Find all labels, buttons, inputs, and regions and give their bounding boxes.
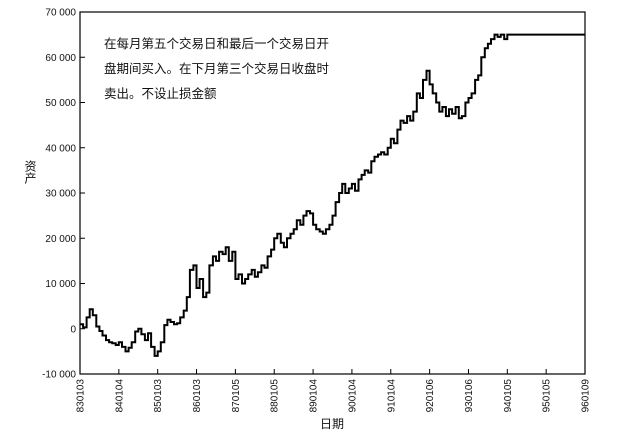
x-tick-label: 940105 — [503, 379, 514, 413]
y-tick-label: 10 000 — [45, 279, 76, 290]
y-tick-label: 0 — [70, 324, 76, 335]
x-tick-label: 960109 — [581, 379, 592, 413]
annotation-line-3: 卖出。不设止损金额 — [104, 86, 217, 101]
y-axis-title: 资产 — [23, 160, 37, 185]
x-tick-label: 920106 — [425, 379, 436, 413]
y-tick-label: 50 000 — [45, 98, 76, 109]
x-tick-label: 930106 — [464, 379, 475, 413]
y-tick-label: 60 000 — [45, 53, 76, 64]
x-tick-label: 950105 — [542, 379, 553, 413]
x-tick-label: 860103 — [192, 379, 203, 413]
x-axis-ticks: 830103 840104 850103 860103 870105 880105 8901… — [76, 369, 592, 412]
x-tick-label: 870105 — [231, 379, 242, 413]
x-tick-label: 830103 — [76, 379, 87, 413]
x-tick-label: 900104 — [347, 379, 358, 413]
x-tick-label: 890104 — [309, 379, 320, 413]
x-tick-label: 850103 — [153, 379, 164, 413]
y-tick-label: 20 000 — [45, 234, 76, 245]
y-tick-label: 30 000 — [45, 189, 76, 200]
y-tick-label: 70 000 — [45, 8, 76, 19]
x-tick-label: 910104 — [386, 379, 397, 413]
x-axis-title: 日期 — [320, 417, 344, 431]
y-axis-ticks: -10 000 0 10 000 20 000 30 000 40 000 50 000 60… — [42, 8, 85, 381]
x-tick-label: 880105 — [270, 379, 281, 413]
annotation-line-2: 盘期间买入。在下月第三个交易日收盘时 — [104, 61, 330, 76]
y-tick-label: 40 000 — [45, 143, 76, 154]
x-tick-label: 840104 — [114, 379, 125, 413]
y-tick-label: -10 000 — [42, 370, 76, 381]
annotation-line-1: 在每月第五个交易日和最后一个交易日开 — [104, 36, 329, 51]
equity-series-line — [80, 33, 585, 357]
